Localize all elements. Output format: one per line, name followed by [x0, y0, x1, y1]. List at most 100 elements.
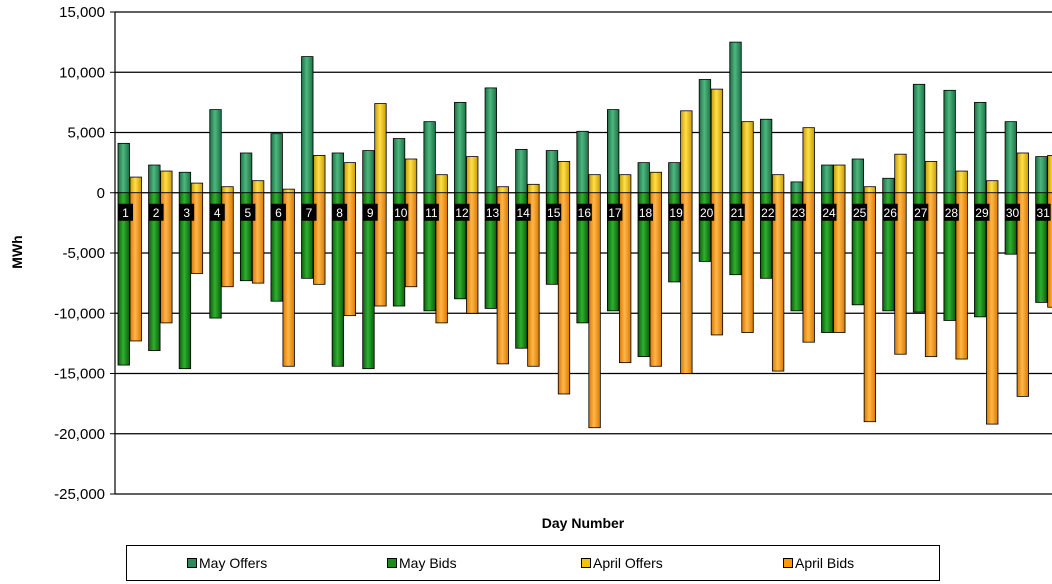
- bar-april-offers-day-19: [680, 110, 693, 194]
- legend: May Offers May Bids April Offers April Bids: [126, 545, 940, 581]
- x-axis-title: Day Number: [542, 515, 625, 531]
- day-label: 24: [822, 206, 836, 220]
- bar-may-offers-day-19: [668, 162, 681, 194]
- bar-may-offers-day-4: [209, 109, 222, 194]
- bar-april-bids-day-2: [160, 192, 173, 324]
- y-tick-labels: 15,000 10,000 5,000 0 -5,000 -10,000 -15,000 -2…: [54, 4, 105, 503]
- bar-april-offers-day-24: [833, 164, 846, 194]
- bar-april-bids-day-16: [588, 192, 601, 429]
- bar-may-bids-day-25: [851, 192, 865, 306]
- bar-april-offers-day-18: [649, 171, 662, 194]
- bar-may-offers-day-30: [1004, 121, 1017, 194]
- day-label-box: [760, 203, 776, 221]
- bar-april-offers-day-29: [986, 180, 999, 194]
- bar-may-offers-day-18: [637, 162, 650, 194]
- bar-may-offers-day-27: [912, 83, 926, 194]
- bar-may-offers-day-9: [362, 150, 375, 194]
- bar-may-offers-day-21: [729, 41, 742, 194]
- y-tick-label: -20,000: [54, 426, 105, 443]
- bar-april-bids-day-18: [649, 192, 662, 367]
- day-label-box: [485, 203, 501, 221]
- bar-may-bids-day-5: [239, 192, 253, 282]
- bar-may-bids-day-21: [729, 192, 742, 276]
- bar-april-offers-day-7: [313, 154, 326, 194]
- day-label-box: [852, 203, 868, 221]
- bar-may-bids-day-10: [392, 192, 406, 307]
- bar-april-offers-day-9: [374, 103, 387, 194]
- bar-april-offers-day-21: [741, 121, 754, 194]
- bar-april-bids-day-4: [221, 192, 234, 288]
- bar-april-bids-day-22: [771, 192, 785, 372]
- bar-april-bids-day-29: [986, 192, 999, 425]
- day-label-box: [943, 203, 959, 221]
- bar-may-bids-day-16: [576, 192, 589, 324]
- y-tick-label: 10,000: [59, 64, 105, 81]
- day-label: 9: [367, 206, 374, 220]
- day-label: 29: [975, 206, 989, 220]
- day-label-box: [332, 203, 348, 221]
- bar-april-offers-day-14: [527, 183, 540, 194]
- legend-item-may-bids: May Bids: [387, 555, 457, 571]
- day-label: 25: [853, 206, 867, 220]
- bar-may-offers-day-7: [301, 56, 314, 194]
- bar-may-bids-day-2: [148, 192, 161, 352]
- legend-label: May Offers: [199, 555, 268, 571]
- bar-may-offers-day-16: [576, 130, 589, 194]
- day-label-box: [454, 203, 470, 221]
- bar-april-offers-day-25: [863, 186, 877, 194]
- bar-may-bids-day-15: [545, 192, 559, 285]
- bar-april-offers-day-20: [710, 88, 724, 194]
- day-label: 23: [792, 206, 806, 220]
- bar-may-bids-day-18: [637, 192, 650, 358]
- y-tick-label: 5,000: [67, 125, 105, 142]
- bar-april-bids-day-13: [496, 192, 509, 365]
- bar-may-offers-day-6: [270, 133, 283, 194]
- legend-label: May Bids: [399, 555, 457, 571]
- bar-may-offers-day-14: [515, 148, 528, 194]
- day-label: 14: [516, 206, 530, 220]
- bar-april-offers-day-4: [221, 186, 234, 194]
- bar-april-bids-day-11: [435, 192, 448, 324]
- day-label-box: [1035, 203, 1051, 221]
- bar-may-offers-day-29: [974, 101, 987, 194]
- bar-april-offers-day-17: [619, 174, 632, 194]
- bar-april-offers-day-3: [190, 182, 204, 194]
- bar-april-bids-day-6: [282, 192, 295, 367]
- bar-may-bids-day-4: [209, 192, 222, 319]
- bar-may-bids-day-31: [1035, 192, 1048, 303]
- day-label-box: [240, 203, 256, 221]
- bar-april-bids-day-5: [251, 192, 265, 284]
- bar-may-bids-day-8: [331, 192, 345, 367]
- bar-april-bids-day-21: [741, 192, 754, 333]
- bar-april-bids-day-7: [313, 192, 326, 285]
- day-label: 1: [122, 206, 129, 220]
- day-label: 31: [1036, 206, 1050, 220]
- day-label-box: [729, 203, 745, 221]
- legend-swatch: [783, 558, 793, 568]
- day-label-box: [790, 203, 806, 221]
- day-label: 5: [245, 206, 252, 220]
- bar-april-offers-day-13: [496, 186, 509, 194]
- legend-swatch: [581, 558, 591, 568]
- bar-may-offers-day-28: [943, 89, 956, 194]
- bar-april-bids-day-31: [1047, 192, 1052, 308]
- bar-april-offers-day-26: [894, 153, 907, 194]
- bars: [117, 41, 1052, 429]
- bar-may-offers-day-2: [148, 164, 161, 194]
- bar-april-offers-day-28: [955, 170, 968, 194]
- bar-may-bids-day-11: [423, 192, 436, 312]
- day-label: 11: [425, 206, 438, 220]
- bar-may-offers-day-10: [392, 138, 406, 194]
- bar-may-bids-day-6: [270, 192, 283, 302]
- day-label: 13: [486, 206, 500, 220]
- legend-label: April Bids: [795, 555, 855, 571]
- y-tick-label: -10,000: [54, 305, 105, 322]
- bar-april-bids-day-26: [894, 192, 907, 355]
- bar-april-offers-day-12: [466, 156, 479, 194]
- day-label: 21: [731, 206, 745, 220]
- bar-may-bids-day-26: [882, 192, 895, 312]
- bar-may-bids-day-9: [362, 192, 375, 370]
- day-label: 20: [700, 206, 714, 220]
- legend-swatch: [187, 558, 197, 568]
- bar-april-offers-day-10: [404, 158, 418, 194]
